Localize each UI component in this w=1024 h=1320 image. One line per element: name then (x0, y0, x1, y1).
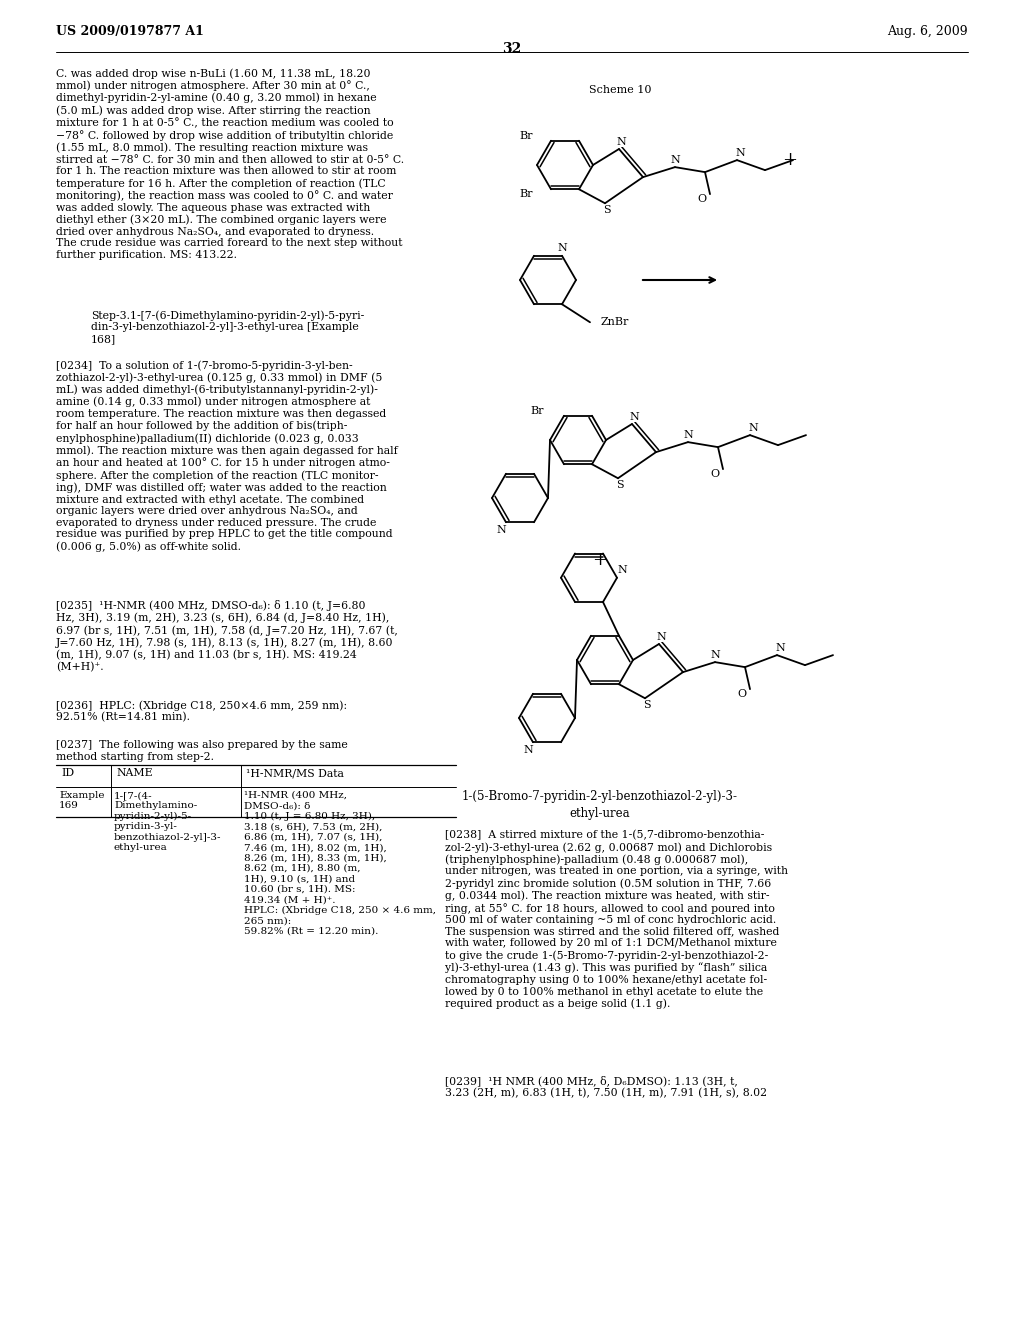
Text: Step-3.1-[7-(6-Dimethylamino-pyridin-2-yl)-5-pyri-
din-3-yl-benzothiazol-2-yl]-3: Step-3.1-[7-(6-Dimethylamino-pyridin-2-y… (91, 310, 365, 343)
Text: O: O (737, 689, 746, 700)
Text: [0235]  ¹H-NMR (400 MHz, DMSO-d₆): δ 1.10 (t, J=6.80
Hz, 3H), 3.19 (m, 2H), 3.23: [0235] ¹H-NMR (400 MHz, DMSO-d₆): δ 1.10… (56, 601, 398, 672)
Text: [0238]  A stirred mixture of the 1-(5,7-dibromo-benzothia-
zol-2-yl)-3-ethyl-ure: [0238] A stirred mixture of the 1-(5,7-d… (445, 830, 788, 1008)
Text: N: N (735, 148, 744, 158)
Text: 32: 32 (503, 42, 521, 55)
Text: +: + (593, 550, 607, 569)
Text: N: N (683, 430, 693, 440)
Text: +: + (782, 150, 798, 169)
Text: Br: Br (530, 405, 544, 416)
Text: ¹H-NMR (400 MHz,
DMSO-d₆): δ
1.10 (t, J = 6.80 Hz, 3H),
3.18 (s, 6H), 7.53 (m, 2: ¹H-NMR (400 MHz, DMSO-d₆): δ 1.10 (t, J … (244, 791, 436, 936)
Text: ID: ID (61, 768, 74, 777)
Text: N: N (616, 137, 626, 147)
Text: Br: Br (519, 131, 534, 141)
Text: O: O (697, 194, 707, 205)
Text: N: N (670, 156, 680, 165)
Text: S: S (603, 205, 610, 215)
Text: ethyl-urea: ethyl-urea (569, 807, 631, 820)
Text: Example
169: Example 169 (59, 791, 104, 810)
Text: N: N (775, 643, 784, 653)
Text: N: N (749, 424, 758, 433)
Text: S: S (643, 700, 651, 710)
Text: N: N (523, 746, 532, 755)
Text: ¹H-NMR/MS Data: ¹H-NMR/MS Data (246, 768, 344, 777)
Text: Aug. 6, 2009: Aug. 6, 2009 (888, 25, 968, 38)
Text: US 2009/0197877 A1: US 2009/0197877 A1 (56, 25, 204, 38)
Text: Br: Br (519, 189, 534, 199)
Text: NAME: NAME (116, 768, 153, 777)
Text: [0237]  The following was also prepared by the same
method starting from step-2.: [0237] The following was also prepared b… (56, 741, 348, 762)
Text: ZnBr: ZnBr (601, 317, 629, 327)
Text: [0236]  HPLC: (Xbridge C18, 250×4.6 mm, 259 nm):
92.51% (Rt=14.81 min).: [0236] HPLC: (Xbridge C18, 250×4.6 mm, 2… (56, 700, 347, 722)
Text: 1-(5-Bromo-7-pyridin-2-yl-benzothiazol-2-yl)-3-: 1-(5-Bromo-7-pyridin-2-yl-benzothiazol-2… (462, 789, 738, 803)
Text: S: S (616, 480, 624, 490)
Text: N: N (496, 525, 506, 535)
Text: O: O (711, 469, 720, 479)
Text: N: N (710, 651, 720, 660)
Text: 1-[7-(4-
Dimethylamino-
pyridin-2-yl)-5-
pyridin-3-yl-
benzothiazol-2-yl]-3-
eth: 1-[7-(4- Dimethylamino- pyridin-2-yl)-5-… (114, 791, 221, 853)
Text: N: N (629, 412, 639, 422)
Text: Scheme 10: Scheme 10 (589, 84, 651, 95)
Text: [0239]  ¹H NMR (400 MHz, δ, D₆DMSO): 1.13 (3H, t,
3.23 (2H, m), 6.83 (1H, t), 7.: [0239] ¹H NMR (400 MHz, δ, D₆DMSO): 1.13… (445, 1074, 767, 1098)
Text: C. was added drop wise n-BuLi (1.60 M, 11.38 mL, 18.20
mmol) under nitrogen atmo: C. was added drop wise n-BuLi (1.60 M, 1… (56, 69, 404, 260)
Text: [0234]  To a solution of 1-(7-bromo-5-pyridin-3-yl-ben-
zothiazol-2-yl)-3-ethyl-: [0234] To a solution of 1-(7-bromo-5-pyr… (56, 360, 397, 552)
Text: N: N (656, 632, 666, 642)
Text: N: N (557, 243, 567, 252)
Text: N: N (617, 565, 627, 574)
